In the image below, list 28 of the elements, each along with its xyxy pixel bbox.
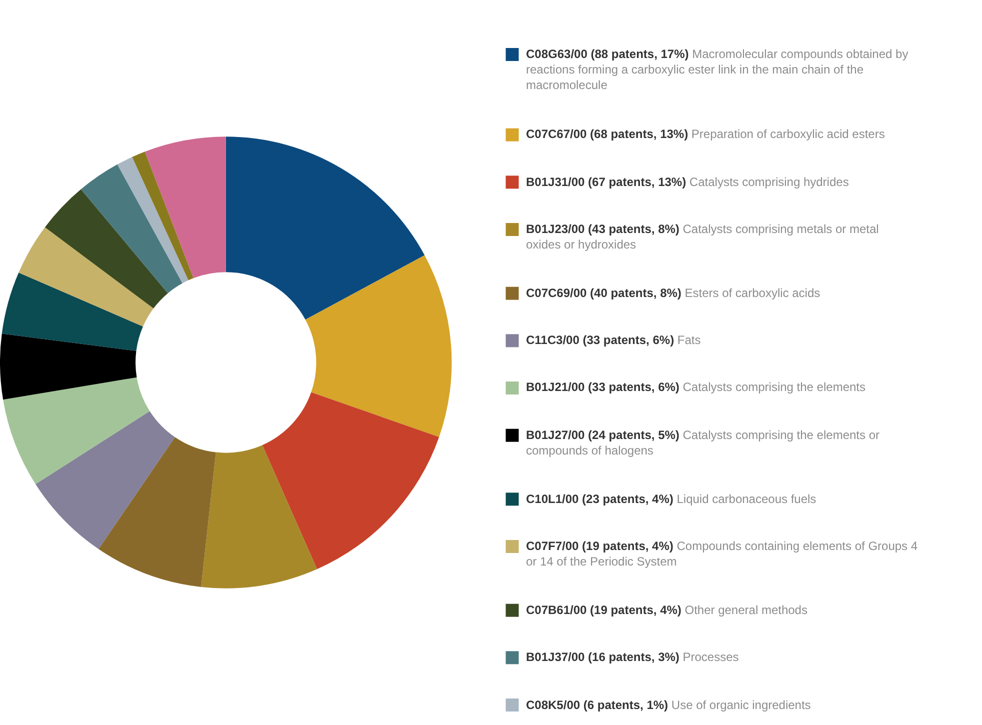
donut-slice: [80, 164, 182, 294]
legend-label: C07C69/00 (40 patents, 8%) Esters of carboxylic acids: [526, 286, 820, 300]
legend-label: B01J37/00 (16 patents, 3%) Processes: [526, 650, 739, 664]
donut-slice: [18, 227, 154, 327]
donut-slice: [305, 255, 452, 438]
legend-label: C07F7/00 (19 patents, 4%) Compounds containing elements of Groups 4 or 14 of the Periodic System: [526, 539, 918, 569]
donut-slice: [0, 334, 137, 400]
donut-slice: [226, 136, 425, 320]
donut-slice: [2, 272, 143, 351]
donut-slice: [36, 411, 175, 550]
legend-label: B01J21/00 (33 patents, 6%) Catalysts comprising the elements: [526, 380, 866, 394]
legend-label: C11C3/00 (33 patents, 6%) Fats: [526, 333, 701, 347]
donut-slice: [117, 157, 188, 284]
legend-label: C10L1/00 (23 patents, 4%) Liquid carbonaceous fuels: [526, 492, 816, 506]
legend-label: C07C67/00 (68 patents, 13%) Preparation of carboxylic acid esters: [526, 127, 885, 141]
donut-slice: [201, 445, 318, 588]
category-label: B01J27/00 (24 patents, 5%) Catalysts comprising the elements or compounds of halogens: [526, 428, 880, 458]
donut-slice: [144, 136, 226, 278]
category-label: B01J23/00 (43 patents, 8%) Catalysts comprising metals or metal oxides or hydroxides: [526, 222, 879, 252]
donut-slice: [132, 152, 194, 280]
legend-label: C08K5/00 (6 patents, 1%) Use of organic ingredients: [526, 698, 811, 712]
donut-slice: [262, 392, 440, 570]
legend-label: C08G63/00 (88 patents, 17%) Macromolecular compounds obtained by reactions forming a carboxylic ester link in the main chain of the macromolecule: [526, 47, 908, 92]
legend-label: C07B61/00 (19 patents, 4%) Other general methods: [526, 603, 808, 617]
legend-label: B01J31/00 (67 patents, 13%) Catalysts comprising hydrides: [526, 175, 849, 189]
donut-slice: [44, 189, 168, 308]
donut-slice: [98, 437, 216, 587]
donut-slice: [3, 377, 150, 484]
